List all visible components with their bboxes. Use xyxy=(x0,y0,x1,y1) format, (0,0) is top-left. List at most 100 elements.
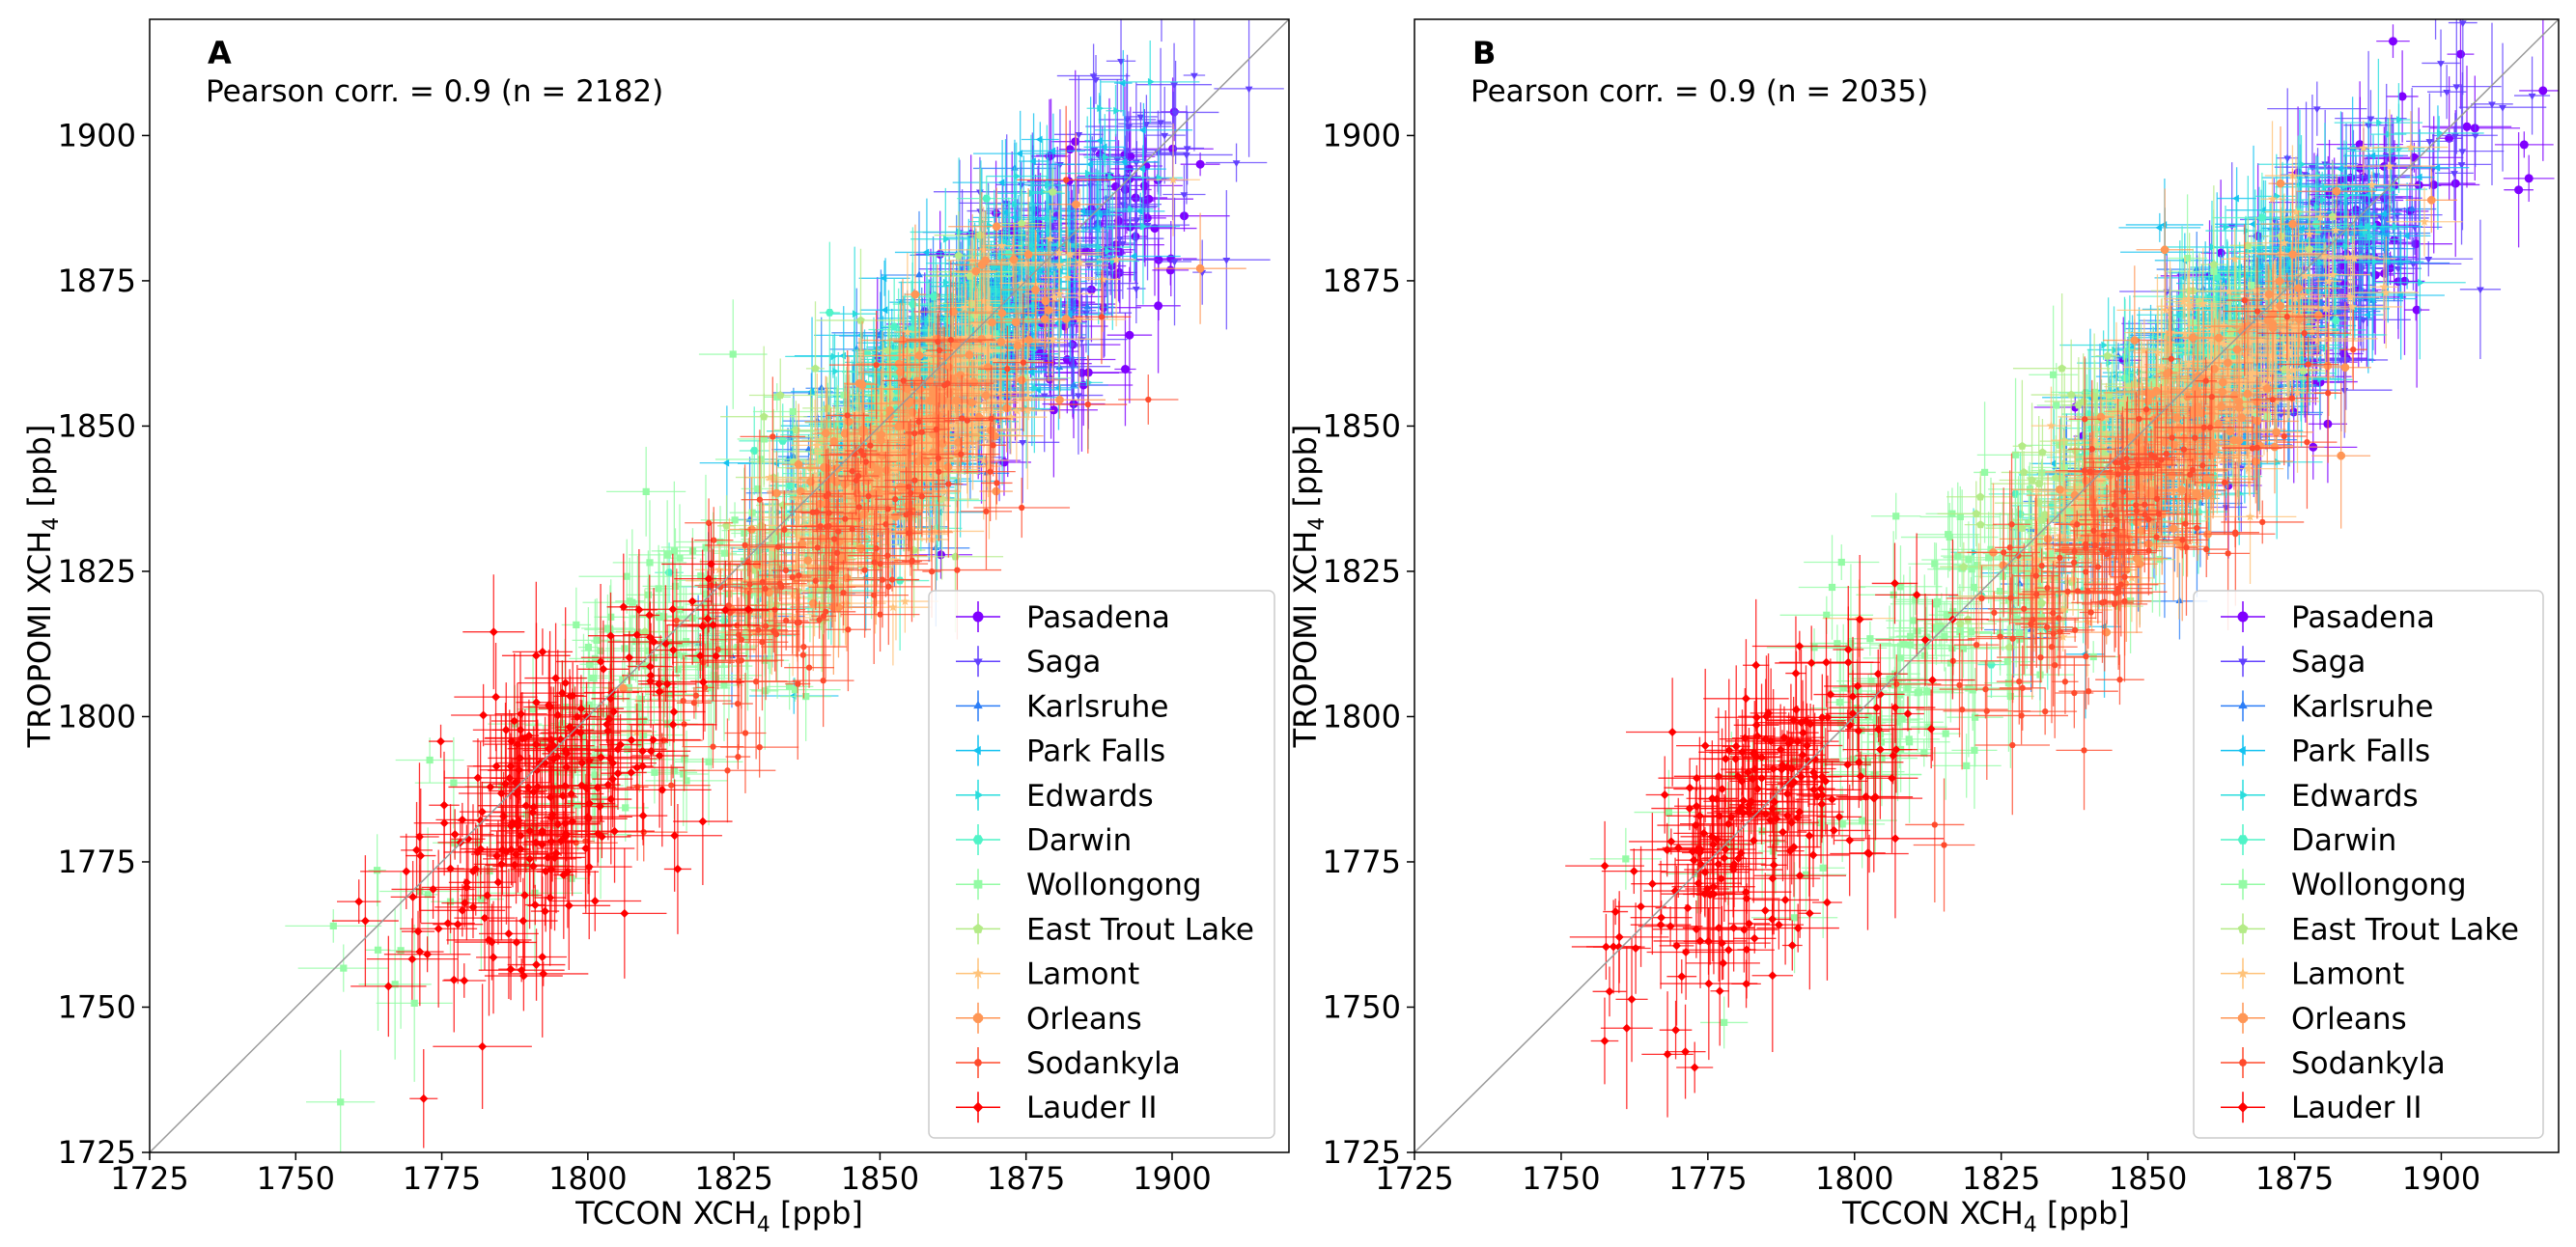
data-point xyxy=(1044,306,1053,315)
data-point xyxy=(767,609,777,619)
data-point xyxy=(1071,137,1080,147)
data-point xyxy=(1058,257,1066,264)
data-point xyxy=(772,631,780,638)
data-point xyxy=(978,456,989,464)
data-point xyxy=(952,396,962,405)
data-point xyxy=(1113,106,1120,115)
data-point xyxy=(1098,314,1106,320)
data-point xyxy=(845,626,852,633)
data-point xyxy=(1115,236,1124,243)
data-point xyxy=(842,573,852,582)
data-point xyxy=(937,550,945,560)
data-point xyxy=(1024,336,1033,345)
data-point xyxy=(749,627,759,637)
data-point xyxy=(996,337,1005,346)
data-point xyxy=(1232,160,1241,167)
data-point xyxy=(1190,72,1198,80)
data-point xyxy=(795,532,804,541)
data-point xyxy=(646,559,654,567)
data-point xyxy=(1020,359,1027,366)
data-point xyxy=(634,704,642,711)
data-point xyxy=(926,534,936,543)
data-point xyxy=(923,444,934,454)
data-point xyxy=(804,520,815,530)
data-point xyxy=(741,529,748,538)
points-layer-a xyxy=(285,19,1284,1152)
data-point xyxy=(1086,160,1093,169)
data-point xyxy=(1111,181,1121,191)
data-point xyxy=(374,946,382,954)
data-point xyxy=(1062,315,1071,323)
data-point xyxy=(1075,132,1083,139)
data-point xyxy=(793,494,802,503)
data-point xyxy=(1140,222,1148,231)
data-point xyxy=(772,488,781,498)
data-point xyxy=(943,235,950,243)
data-point xyxy=(846,531,856,540)
data-point xyxy=(981,256,990,265)
data-point xyxy=(1096,243,1104,251)
data-point xyxy=(746,581,753,588)
data-point xyxy=(984,331,994,341)
data-point xyxy=(889,446,900,456)
data-point xyxy=(936,249,945,259)
data-point xyxy=(826,510,832,516)
data-point xyxy=(1054,289,1064,298)
data-point xyxy=(1168,175,1178,184)
data-point xyxy=(971,266,980,276)
data-point xyxy=(1009,255,1019,263)
data-point xyxy=(1070,380,1078,388)
data-point xyxy=(922,248,930,257)
data-point xyxy=(951,340,961,349)
data-point xyxy=(858,428,867,437)
data-point xyxy=(812,440,823,450)
data-point xyxy=(954,251,964,260)
data-point xyxy=(759,574,770,583)
data-point xyxy=(1131,193,1140,203)
data-point xyxy=(1090,147,1099,154)
data-point xyxy=(593,636,601,644)
data-point xyxy=(477,896,485,903)
data-point xyxy=(1097,104,1104,113)
data-point xyxy=(765,472,774,482)
data-point xyxy=(1125,124,1133,131)
data-point xyxy=(820,677,826,684)
data-point xyxy=(968,426,978,435)
data-point xyxy=(1001,237,1009,246)
data-point xyxy=(1128,205,1134,213)
data-point xyxy=(1083,302,1092,310)
data-point xyxy=(1035,135,1043,144)
data-point xyxy=(942,278,950,287)
data-point xyxy=(817,456,826,464)
data-point xyxy=(1105,247,1112,255)
data-point xyxy=(1004,366,1011,373)
data-point xyxy=(1138,125,1146,134)
data-point xyxy=(1171,110,1180,117)
data-point xyxy=(817,523,824,530)
data-point xyxy=(1017,219,1026,228)
data-point xyxy=(759,412,769,421)
data-point xyxy=(1048,334,1058,344)
data-point xyxy=(900,529,910,539)
data-point xyxy=(1089,73,1098,81)
data-point xyxy=(1046,234,1055,243)
data-point xyxy=(1041,296,1050,305)
data-point xyxy=(568,874,575,882)
data-point xyxy=(991,431,999,440)
data-point xyxy=(1019,440,1027,447)
data-point xyxy=(877,430,885,439)
data-point xyxy=(929,292,938,301)
data-point xyxy=(1023,393,1033,402)
data-point xyxy=(722,458,730,467)
data-point xyxy=(937,455,947,464)
data-point xyxy=(899,484,908,492)
data-point xyxy=(619,676,627,683)
data-point xyxy=(786,682,794,690)
data-point xyxy=(956,371,965,379)
data-point xyxy=(889,322,899,331)
data-point xyxy=(573,621,580,628)
data-point xyxy=(591,771,599,779)
data-point xyxy=(982,391,991,400)
data-point xyxy=(810,474,820,484)
data-point xyxy=(895,576,905,585)
